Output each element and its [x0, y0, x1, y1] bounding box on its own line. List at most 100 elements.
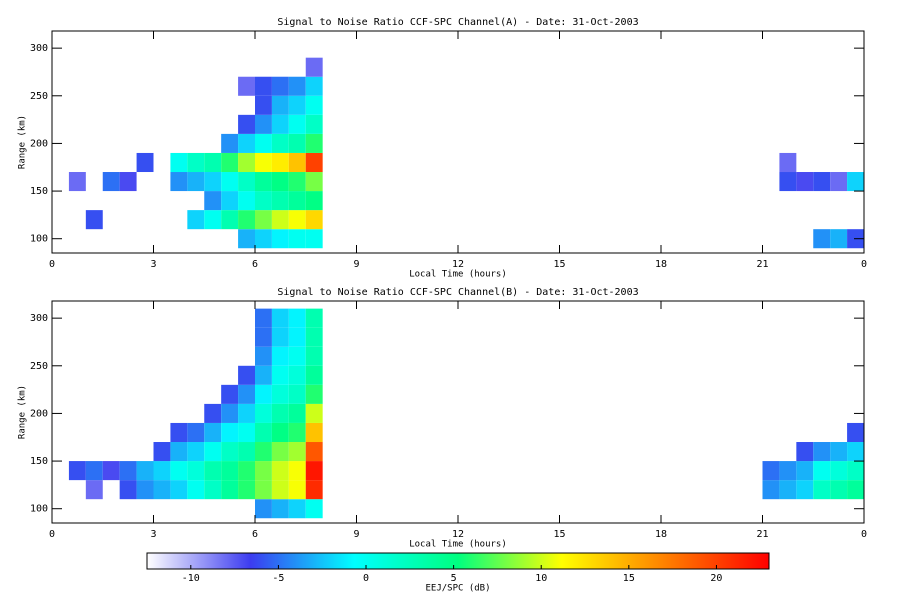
- x-tick-label: 21: [756, 259, 768, 270]
- heat-cell: [136, 461, 154, 481]
- heat-cell: [288, 346, 306, 366]
- heat-cell: [255, 480, 272, 500]
- heat-cell: [830, 172, 848, 192]
- heat-cell: [271, 384, 289, 404]
- heat-cell: [288, 76, 306, 96]
- chart-title: Signal to Noise Ratio CCF-SPC Channel(B)…: [277, 287, 638, 298]
- heat-cell: [305, 442, 323, 462]
- y-tick-label: 150: [30, 186, 48, 197]
- heat-cell: [288, 308, 306, 328]
- heat-cell: [288, 384, 306, 404]
- heat-cell: [847, 422, 864, 443]
- heat-cell: [255, 499, 272, 519]
- heat-cell: [204, 191, 222, 211]
- heat-cell: [271, 403, 289, 423]
- heat-cell: [305, 191, 323, 211]
- heat-cell: [305, 76, 323, 96]
- heat-cell: [255, 384, 272, 404]
- heat-cell: [238, 461, 255, 481]
- heat-cell: [779, 461, 797, 481]
- heat-cell: [255, 191, 272, 211]
- heat-cell: [813, 480, 831, 500]
- heat-cell: [305, 114, 323, 134]
- heat-cell: [221, 384, 239, 404]
- x-axis-label: Local Time (hours): [409, 270, 507, 280]
- heat-cell: [271, 76, 289, 96]
- heat-cell: [305, 384, 323, 404]
- heat-cell: [238, 403, 255, 423]
- heat-cell: [271, 346, 289, 366]
- x-axis-label: Local Time (hours): [409, 540, 507, 550]
- heat-cell: [305, 480, 323, 500]
- heat-cell: [288, 499, 306, 519]
- heat-cell: [271, 461, 289, 481]
- x-tick-label: 6: [252, 529, 258, 540]
- heat-cell: [238, 229, 255, 249]
- heat-cell: [255, 365, 272, 385]
- heat-cell: [68, 172, 86, 192]
- heat-cell: [153, 442, 171, 462]
- y-axis-label: Range (km): [18, 115, 28, 169]
- heat-cell: [830, 461, 848, 481]
- colorbar-tick-label: 10: [535, 573, 547, 584]
- heat-cell: [288, 422, 306, 443]
- heat-cell: [830, 442, 848, 462]
- colorbar-tick-label: 0: [363, 573, 369, 584]
- heat-cell: [187, 461, 205, 481]
- colorbar-tick-label: -5: [272, 573, 284, 584]
- heat-cell: [271, 191, 289, 211]
- heat-cell: [221, 172, 239, 192]
- heat-cell: [85, 480, 103, 500]
- heat-cell: [187, 152, 205, 173]
- heat-cell: [204, 461, 222, 481]
- heat-cell: [288, 327, 306, 347]
- heat-cell: [221, 152, 239, 173]
- heat-cell: [762, 480, 780, 500]
- heat-cell: [271, 133, 289, 153]
- heat-cell: [187, 210, 205, 230]
- x-tick-label: 0: [49, 529, 55, 540]
- heat-cell: [271, 327, 289, 347]
- heat-cell: [288, 229, 306, 249]
- heat-cell: [238, 210, 255, 230]
- heat-cell: [271, 365, 289, 385]
- heat-cell: [238, 133, 255, 153]
- heat-cell: [119, 172, 137, 192]
- plot-frame: [51, 30, 865, 254]
- heat-cell: [255, 346, 272, 366]
- heat-cell: [170, 152, 188, 173]
- heat-cell: [796, 480, 814, 500]
- heat-cell: [779, 480, 797, 500]
- heat-cell: [271, 308, 289, 328]
- heat-cell: [255, 461, 272, 481]
- y-axis-label: Range (km): [18, 385, 28, 439]
- heat-cell: [255, 210, 272, 230]
- heat-cell: [255, 422, 272, 443]
- heat-cell: [288, 365, 306, 385]
- heat-cell: [221, 480, 239, 500]
- heat-cell: [238, 365, 255, 385]
- heat-cell: [221, 191, 239, 211]
- heat-cell: [221, 210, 239, 230]
- x-tick-label: 9: [353, 529, 359, 540]
- heat-cell: [238, 384, 255, 404]
- heat-cell: [779, 152, 797, 173]
- y-tick-label: 250: [30, 361, 48, 372]
- heat-cell: [305, 365, 323, 385]
- x-tick-label: 9: [353, 259, 359, 270]
- y-tick-label: 200: [30, 408, 48, 419]
- heat-cell: [288, 403, 306, 423]
- y-tick-label: 200: [30, 138, 48, 149]
- x-tick-label: 6: [252, 259, 258, 270]
- heat-cell: [221, 422, 239, 443]
- heat-cell: [255, 152, 272, 173]
- heat-cell: [221, 442, 239, 462]
- heat-cell: [305, 172, 323, 192]
- colorbar-tick-label: 20: [710, 573, 722, 584]
- x-tick-label: 12: [452, 259, 464, 270]
- heat-cell: [187, 422, 205, 443]
- heat-cell: [102, 461, 120, 481]
- heat-cell: [136, 480, 154, 500]
- heat-cell: [288, 461, 306, 481]
- heat-cell: [170, 172, 188, 192]
